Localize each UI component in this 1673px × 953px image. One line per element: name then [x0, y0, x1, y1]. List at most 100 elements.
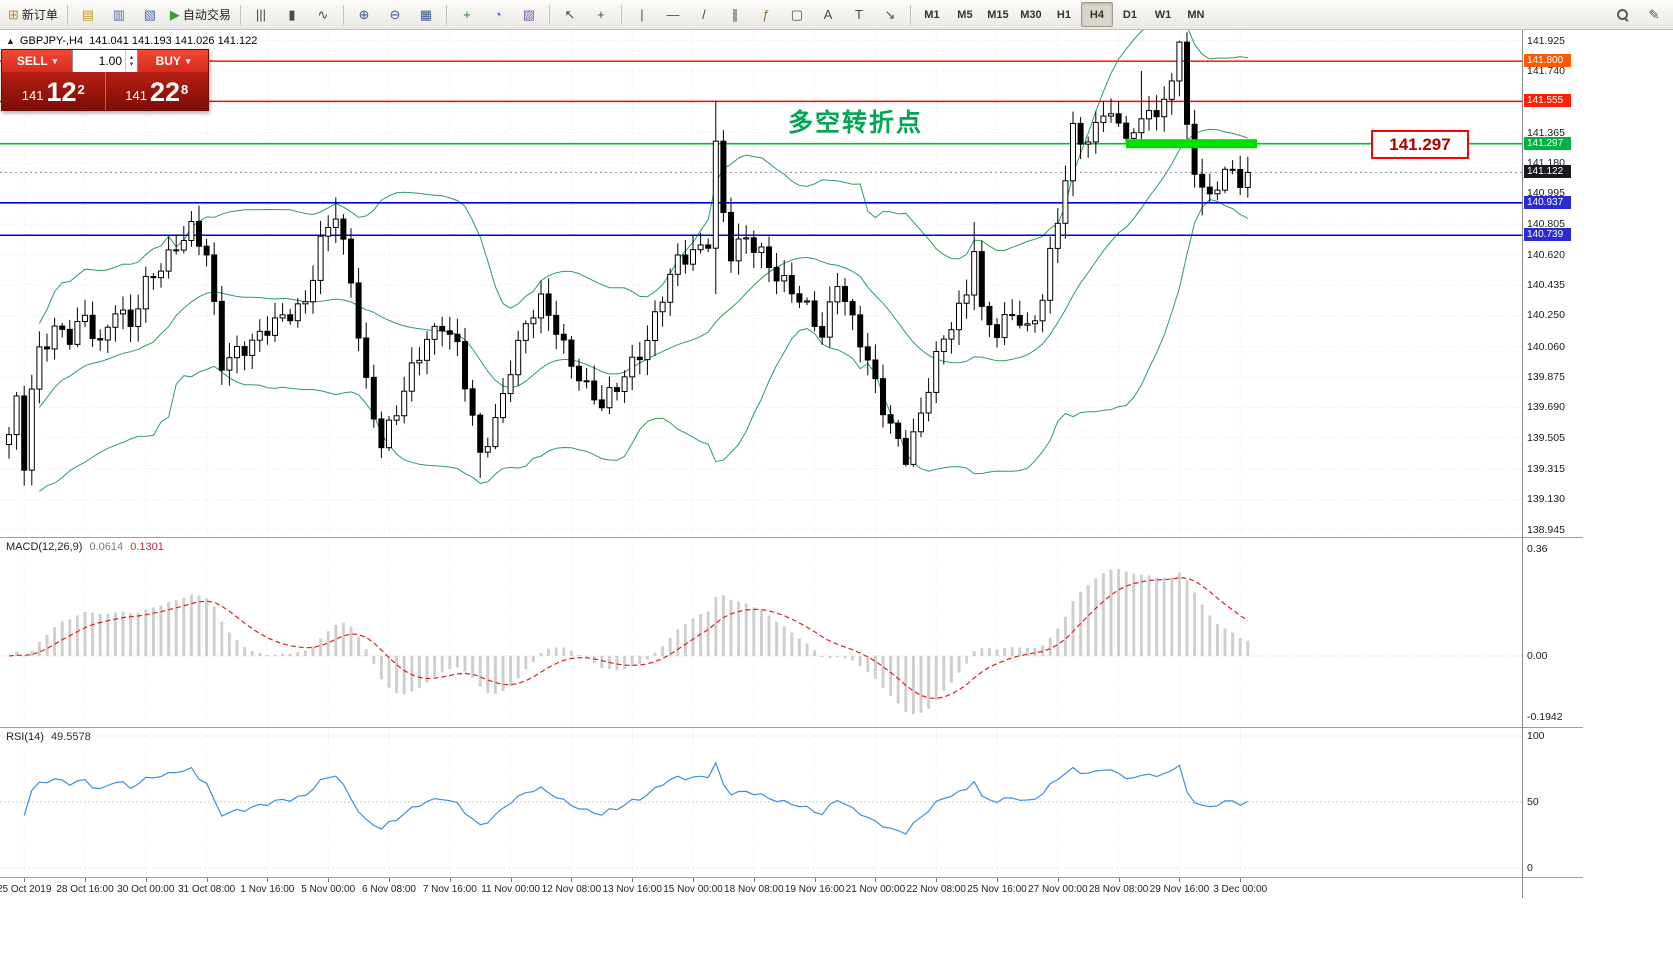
shapes-icon[interactable]: ▢: [782, 2, 812, 27]
price-axis-label: 139.130: [1527, 493, 1565, 506]
time-tick: [267, 878, 269, 882]
indicators-icon[interactable]: +: [452, 2, 482, 27]
candles-chart-icon-glyph: ▮: [288, 6, 296, 22]
buy-button-label: BUY: [155, 54, 181, 68]
candles-chart-icon[interactable]: ▮: [277, 2, 307, 27]
level-price-badge[interactable]: 141.800: [1524, 54, 1571, 68]
time-tick: [510, 878, 512, 882]
macd-axis-label: 0.00: [1527, 650, 1548, 662]
sell-price-prefix: 141: [21, 88, 44, 103]
timeframe-mn-button[interactable]: MN: [1187, 8, 1205, 21]
chart-annotation-text[interactable]: 多空转折点: [788, 108, 924, 137]
buy-options-caret-icon[interactable]: ▾: [185, 55, 191, 66]
level-price-badge[interactable]: 141.297: [1524, 136, 1571, 150]
templates-icon[interactable]: ▨: [514, 2, 544, 27]
bars-chart-icon[interactable]: |||: [246, 2, 276, 27]
equidistant-channel-icon[interactable]: ∥: [720, 2, 750, 27]
sell-button[interactable]: SELL ▾: [2, 50, 72, 72]
tile-windows-icon[interactable]: ▦: [411, 2, 441, 27]
cursor-icon[interactable]: ↖: [555, 2, 585, 27]
level-price-badge[interactable]: 140.739: [1524, 228, 1571, 242]
sell-price-display[interactable]: 141 12 2: [2, 72, 106, 110]
macd-signal-value: 0.1301: [130, 541, 164, 553]
level-price-badge[interactable]: 140.937: [1524, 195, 1571, 209]
line-chart-icon[interactable]: ∿: [308, 2, 338, 27]
timeframe-d1-button[interactable]: D1: [1122, 8, 1137, 21]
price-axis-label: 139.505: [1527, 431, 1565, 444]
crosshair-icon[interactable]: +: [586, 2, 616, 27]
time-axis[interactable]: 25 Oct 2019 28 Oct 16:00 30 Oct 00:00 31 Oc…: [0, 878, 1522, 900]
arrow-tools-icon-glyph: ↘: [884, 6, 896, 22]
fibonacci-icon-glyph: ƒ: [762, 7, 770, 22]
data-window-icon[interactable]: ▧: [135, 2, 165, 27]
candles-series: [6, 32, 1251, 486]
vertical-line-icon[interactable]: |: [627, 2, 657, 27]
time-axis-label: 13 Nov 16:00: [602, 884, 662, 895]
macd-name: MACD(12,26,9): [6, 541, 83, 553]
time-axis-label: 29 Nov 16:00: [1149, 884, 1210, 895]
buy-price-display[interactable]: 141 22 8: [106, 72, 209, 110]
timeframe-h1-button[interactable]: H1: [1056, 8, 1071, 21]
pane-splitter[interactable]: [0, 537, 1583, 538]
lot-increase-button[interactable]: ▴: [129, 54, 134, 61]
zoom-in-icon[interactable]: ⊕: [349, 2, 379, 27]
timeframe-w1-button[interactable]: W1: [1154, 8, 1172, 21]
sell-price-sup: 2: [77, 82, 85, 97]
trendline-icon[interactable]: /: [689, 2, 719, 27]
quick-edit-icon[interactable]: ✎: [1639, 2, 1669, 27]
lot-size-field[interactable]: 1.00 ▴ ▾: [72, 50, 138, 72]
timeframe-m30-button[interactable]: M30: [1020, 8, 1042, 21]
time-tick: [449, 878, 451, 882]
new-order-button[interactable]: ⊞ 新订单: [4, 2, 62, 27]
toolbar-separator: [909, 4, 911, 25]
auto-trading-button[interactable]: ▶ 自动交易: [166, 2, 235, 27]
time-tick: [936, 878, 938, 882]
timeframe-m15-button[interactable]: M15: [987, 8, 1009, 21]
timeframe-m5-button[interactable]: M5: [957, 8, 973, 21]
search-icon[interactable]: [1608, 2, 1638, 27]
zoom-out-icon-glyph: ⊖: [389, 6, 401, 22]
horizontal-line-icon[interactable]: —: [658, 2, 688, 27]
support-zone-highlight[interactable]: [1126, 139, 1257, 149]
profiles-icon[interactable]: ▤: [73, 2, 103, 27]
symbol-info: ▲ GBPJPY-,H4 141.041 141.193 141.026 141.1…: [6, 35, 257, 47]
lot-size-value[interactable]: 1.00: [98, 54, 122, 68]
periods-icon-glyph: ◔: [494, 7, 502, 22]
timeframe-h4-button[interactable]: H4: [1080, 2, 1113, 27]
arrow-tools-icon[interactable]: ↘: [875, 2, 905, 27]
buy-price-sup: 8: [181, 82, 189, 97]
time-tick: [632, 878, 634, 882]
macd-indicator-pane[interactable]: [0, 538, 1522, 726]
time-tick: [206, 878, 208, 882]
toolbar: ⊞ 新订单 ▤ ▥ ▧ ▶ 自动交易 ||| ▮ ∿ ⊕ ⊖ ▦ + ◔ ▨ ↖ + | — / ∥ ƒ ▢ A T ↘ M1 M5 M1…: [0, 0, 1673, 30]
market-watch-icon[interactable]: ▥: [104, 2, 134, 27]
time-tick: [814, 878, 816, 882]
periods-icon[interactable]: ◔: [483, 2, 513, 27]
symbol-title: GBPJPY-,H4: [19, 35, 84, 47]
lot-decrease-button[interactable]: ▾: [129, 61, 134, 68]
price-axis-label: 141.740: [1527, 65, 1565, 78]
rsi-label: RSI(14) 49.5578: [6, 731, 91, 743]
fibonacci-icon[interactable]: ƒ: [751, 2, 781, 27]
text-icon[interactable]: A: [813, 2, 843, 27]
time-axis-label: 21 Nov 00:00: [845, 884, 906, 895]
sell-options-caret-icon[interactable]: ▾: [52, 55, 58, 66]
rsi-indicator-pane[interactable]: [0, 728, 1522, 877]
line-chart-icon-glyph: ∿: [317, 6, 329, 22]
price-axis[interactable]: 141.925141.740141.555141.365141.180140.9…: [1523, 30, 1583, 898]
zoom-out-icon[interactable]: ⊖: [380, 2, 410, 27]
level-price-badge[interactable]: 141.555: [1524, 94, 1571, 108]
new-order-button-label: 新订单: [21, 8, 58, 22]
price-axis-label: 138.945: [1527, 523, 1565, 536]
pane-splitter[interactable]: [0, 727, 1583, 728]
main-chart-pane[interactable]: [0, 30, 1522, 537]
one-click-toggle-icon[interactable]: ▲: [6, 36, 15, 46]
macd-signal-line: [8, 577, 1249, 700]
text-label-icon[interactable]: T: [844, 2, 874, 27]
buy-button[interactable]: BUY ▾: [138, 50, 208, 72]
timeframe-m1-button[interactable]: M1: [924, 8, 940, 21]
indicators-icon-glyph: +: [463, 7, 471, 22]
time-axis-label: 6 Nov 08:00: [362, 884, 416, 895]
price-axis-label: 140.250: [1527, 309, 1565, 322]
price-callout-box[interactable]: 141.297: [1371, 130, 1469, 159]
